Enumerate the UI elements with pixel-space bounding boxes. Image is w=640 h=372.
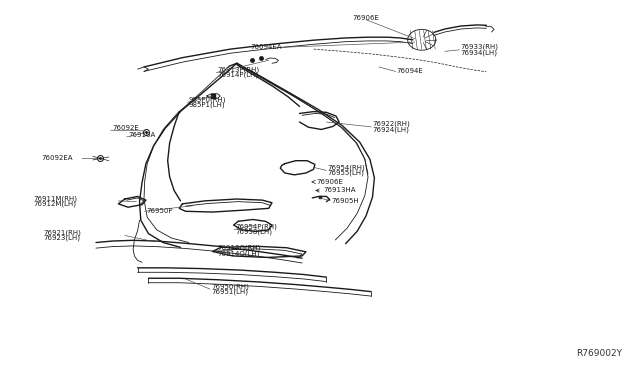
Text: 985P0(RH): 985P0(RH) [189,96,227,103]
Text: 76950(RH): 76950(RH) [211,283,249,290]
Text: 76934(LH): 76934(LH) [461,49,498,56]
Text: 76911M(RH): 76911M(RH) [33,195,77,202]
Text: 76914P(LH): 76914P(LH) [218,72,259,78]
Text: 76913Q(RH): 76913Q(RH) [218,245,261,251]
Text: R769002Y: R769002Y [576,349,622,358]
Text: 76950P: 76950P [146,208,172,214]
Text: 76951(LH): 76951(LH) [211,288,248,295]
Text: 76921(RH): 76921(RH) [44,230,81,236]
Text: 76933(RH): 76933(RH) [461,44,499,51]
Text: 76955(LH): 76955(LH) [328,170,365,176]
Text: 76923(LH): 76923(LH) [44,235,81,241]
Text: 76094EA: 76094EA [250,44,282,50]
Text: 76905H: 76905H [332,198,359,203]
Text: 76910A: 76910A [128,132,156,138]
Text: 76092EA: 76092EA [42,155,73,161]
Text: 76913HA: 76913HA [323,187,356,193]
Text: 76092E: 76092E [112,125,139,131]
Text: 76922(RH): 76922(RH) [372,121,410,128]
Text: 76912M(LH): 76912M(LH) [33,200,76,207]
Text: 76924(LH): 76924(LH) [372,126,410,133]
Text: 76906E: 76906E [317,179,344,185]
Text: 76954(RH): 76954(RH) [328,164,365,171]
Text: 76958(LH): 76958(LH) [236,229,273,235]
Text: 76914Q(LH): 76914Q(LH) [218,250,260,257]
Text: 76954P(RH): 76954P(RH) [236,224,277,230]
Text: 76913P(RH): 76913P(RH) [218,67,260,73]
Text: 76906E: 76906E [353,15,380,21]
Text: 985P1(LH): 985P1(LH) [189,102,225,108]
Text: 76094E: 76094E [397,68,424,74]
